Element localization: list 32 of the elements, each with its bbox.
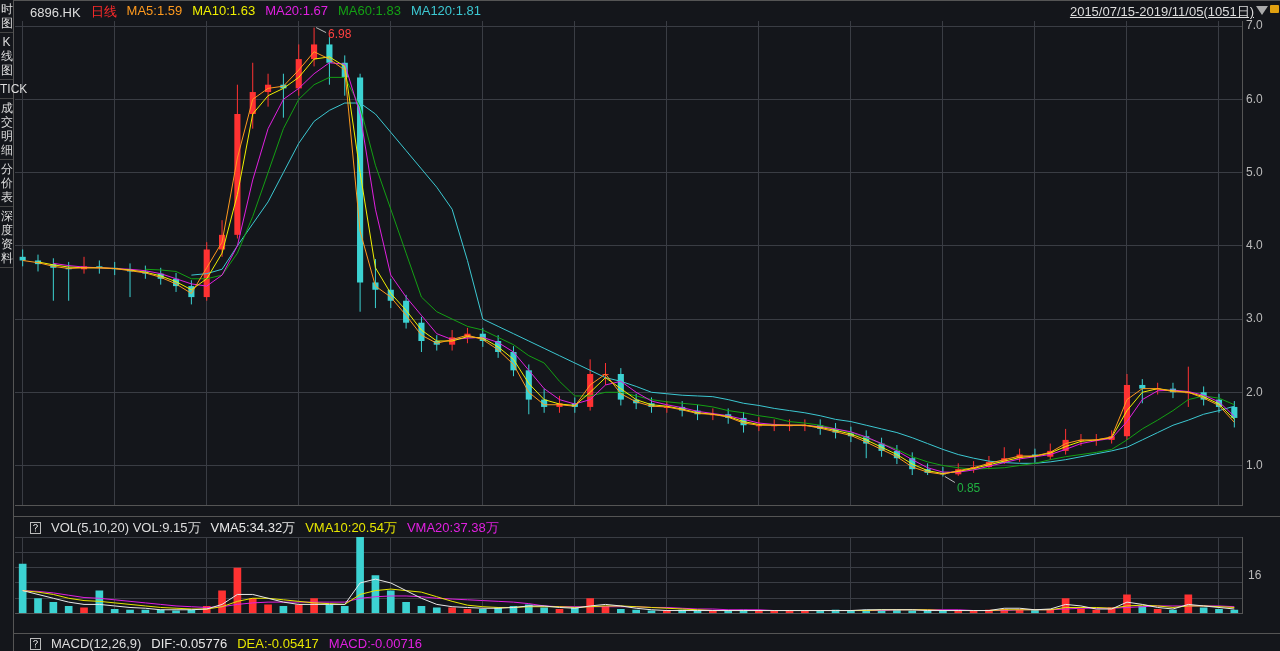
text: VMA5:34.32万 <box>210 519 296 537</box>
text: 深度资料 <box>0 207 13 268</box>
y-tick-label: 2.0 <box>1246 384 1264 399</box>
y-tick-label: 7.0 <box>1246 18 1264 33</box>
text: DIF:-0.05776 <box>151 636 228 651</box>
y-tick-label: 6.0 <box>1246 91 1264 106</box>
annotation: TICK <box>0 81 28 98</box>
annotation: 6.98 <box>328 26 352 41</box>
text: 16 <box>1248 567 1262 582</box>
y-tick-label: 1.0 <box>1246 457 1264 472</box>
text: 分价表 <box>0 160 13 207</box>
text: VMA10:20.54万 <box>305 519 397 537</box>
chart-title: 6896.HK <box>30 4 81 20</box>
text: 时图 <box>0 0 13 33</box>
text: MA120:1.81 <box>410 3 481 20</box>
chart-subtitle: 2015/07/15-2019/11/05(1051日) <box>1069 3 1254 20</box>
annotation: 0.85 <box>956 480 981 495</box>
legend-title: 日线 <box>90 3 117 21</box>
text: DEA:-0.05417 <box>237 636 319 651</box>
text: VMA20:37.38万 <box>406 519 499 537</box>
text: MA5:1.59 <box>126 3 183 20</box>
text: MA20:1.67 <box>265 3 328 20</box>
text: MACD(12,26,9) <box>51 636 142 651</box>
text: MA10:1.63 <box>192 3 256 20</box>
text: K线图 <box>0 33 13 80</box>
y-tick-label: 5.0 <box>1246 164 1264 179</box>
text: MACD:-0.00716 <box>328 636 423 651</box>
y-tick-label: 4.0 <box>1246 238 1264 253</box>
text: MA60:1.83 <box>338 3 401 20</box>
text: 成交明细 <box>0 99 13 160</box>
chart-title: VOL(5,10,20) VOL:9.15万 <box>51 519 201 537</box>
y-tick-label: 3.0 <box>1246 311 1264 326</box>
